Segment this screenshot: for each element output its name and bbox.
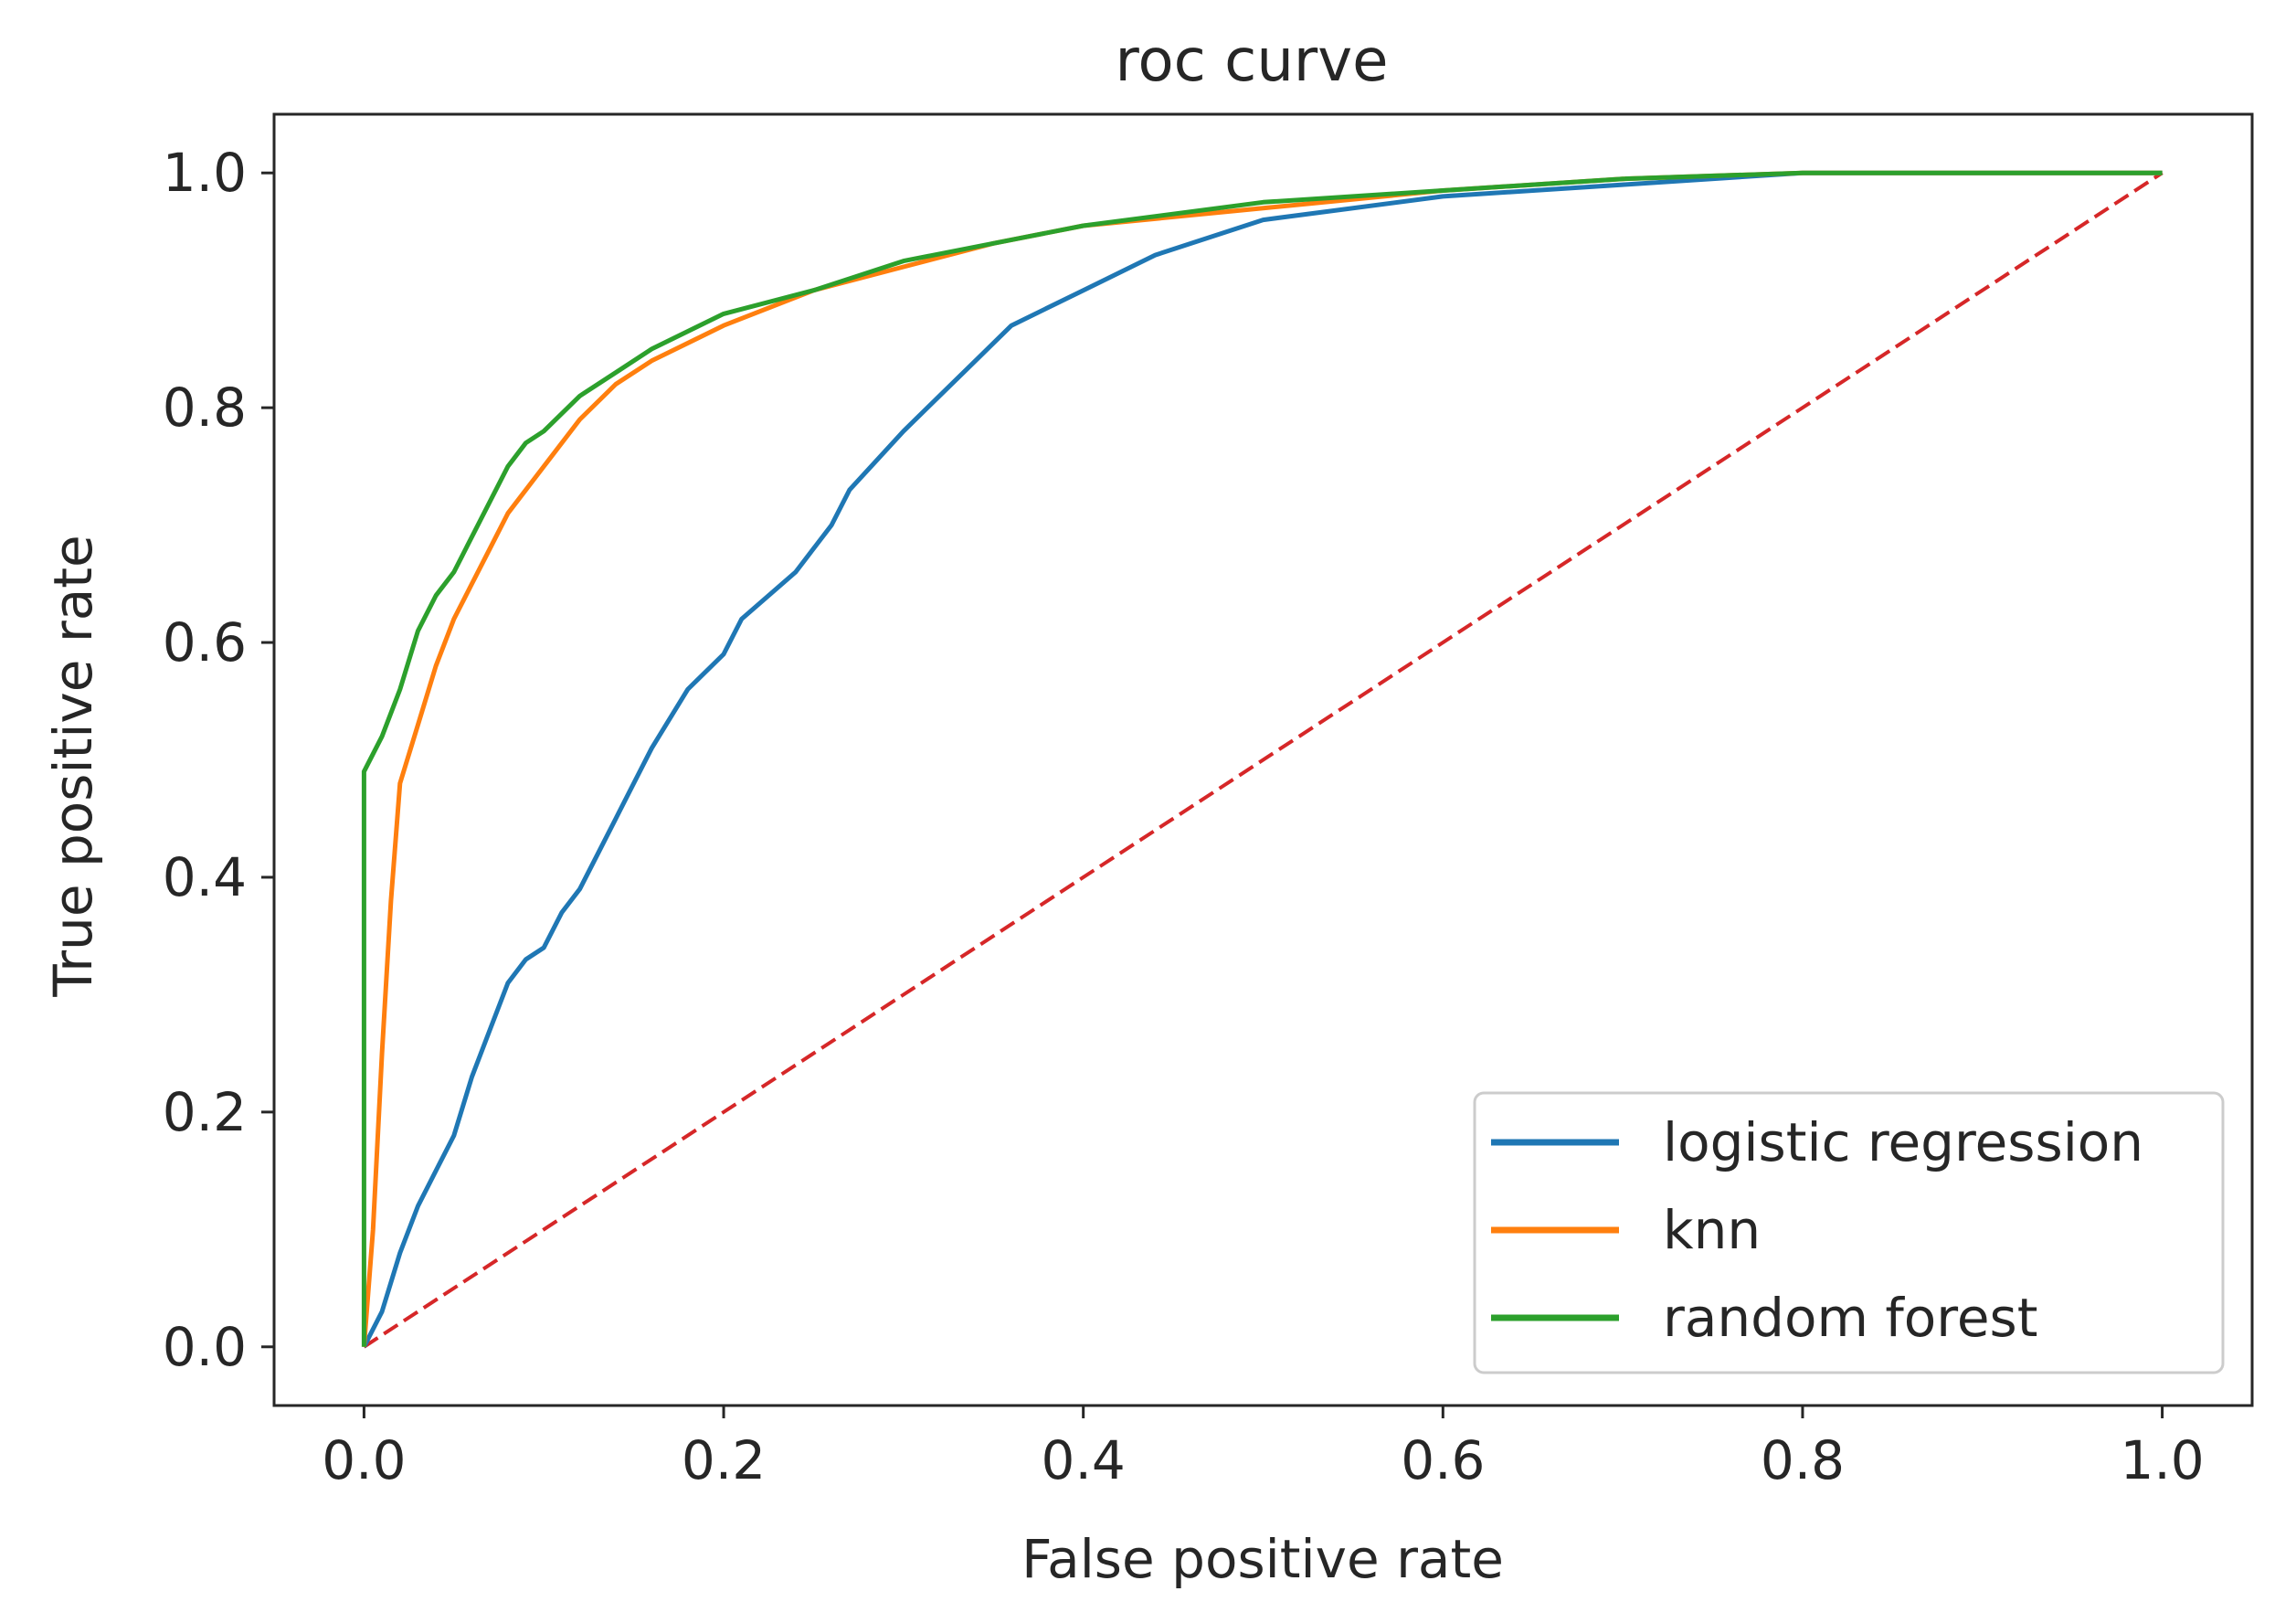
y-tick-label: 1.0 bbox=[163, 142, 247, 204]
legend-frame bbox=[1473, 1091, 2225, 1374]
legend: logistic regression knn random forest bbox=[1473, 1091, 2225, 1374]
x-tick-label: 0.4 bbox=[1042, 1429, 1126, 1491]
legend-label-random-forest: random forest bbox=[1663, 1287, 2038, 1349]
y-tick-label: 0.4 bbox=[163, 846, 247, 908]
y-tick-label: 0.2 bbox=[163, 1081, 247, 1143]
x-axis-ticks: 0.0 0.2 0.4 0.6 0.8 1.0 bbox=[322, 1406, 2205, 1491]
x-tick-label: 0.8 bbox=[1761, 1429, 1845, 1491]
series-layer bbox=[361, 170, 2164, 1349]
x-tick-label: 0.2 bbox=[682, 1429, 766, 1491]
chart-title: roc curve bbox=[1116, 27, 1389, 95]
legend-entries: logistic regression knn random forest bbox=[1491, 1111, 2143, 1349]
x-tick-label: 1.0 bbox=[2120, 1429, 2204, 1491]
plot-area-frame bbox=[272, 112, 2254, 1407]
y-axis-label: True positive rate bbox=[42, 535, 104, 997]
x-tick-label: 0.6 bbox=[1401, 1429, 1485, 1491]
series-line-logistic-regression bbox=[362, 170, 2163, 1348]
series-line-random-forest bbox=[361, 170, 2163, 1347]
series-line-chance bbox=[363, 171, 2164, 1349]
y-tick-label: 0.8 bbox=[163, 377, 247, 439]
y-tick-label: 0.0 bbox=[163, 1316, 247, 1378]
y-tick-label: 0.6 bbox=[163, 611, 247, 674]
legend-label-knn: knn bbox=[1663, 1199, 1761, 1261]
x-axis-label: False positive rate bbox=[1021, 1528, 1504, 1590]
legend-label-logistic-regression: logistic regression bbox=[1663, 1111, 2143, 1173]
x-tick-label: 0.0 bbox=[322, 1429, 406, 1491]
y-axis-ticks: 0.0 0.2 0.4 0.6 0.8 1.0 bbox=[163, 142, 274, 1378]
